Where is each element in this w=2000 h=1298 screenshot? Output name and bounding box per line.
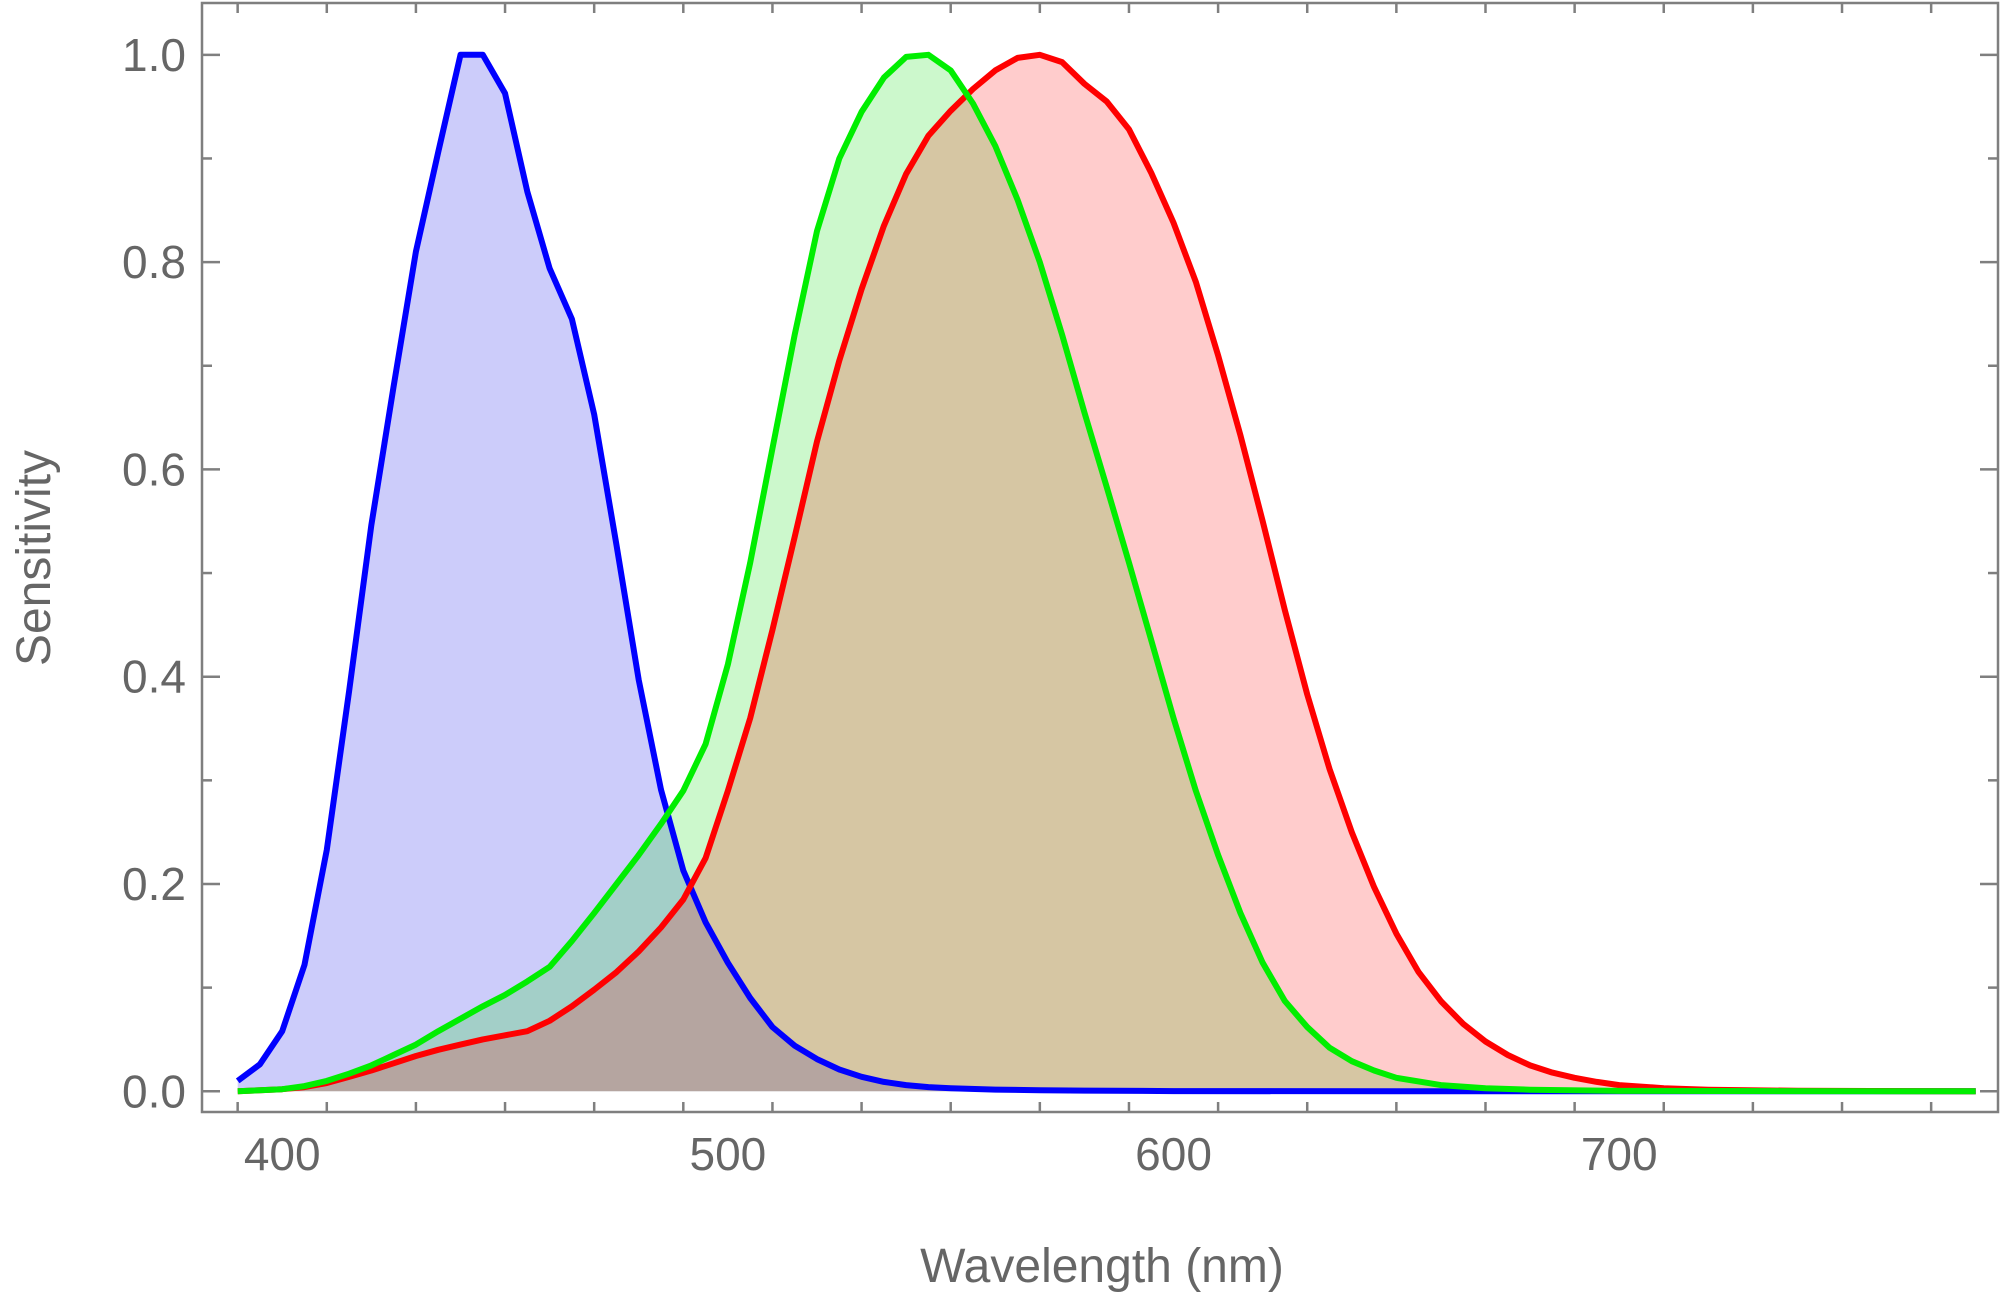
plot-frame bbox=[200, 1, 2000, 1114]
y-tick-label: 0.6 bbox=[122, 443, 186, 495]
series-lines bbox=[235, 51, 1976, 1095]
x-axis-ticks: 400 500 600 700 bbox=[236, 3, 1933, 1180]
x-tick-label: 500 bbox=[690, 1128, 767, 1180]
x-axis-label: Wavelength (nm) bbox=[920, 1240, 1284, 1293]
series-line-m-cone bbox=[237, 51, 1976, 1095]
y-axis-ticks: 0.0 0.2 0.4 0.6 0.8 1.0 bbox=[122, 29, 1998, 1117]
y-tick-label: 0.2 bbox=[122, 858, 186, 910]
x-tick-label: 400 bbox=[244, 1128, 321, 1180]
x-tick-label: 600 bbox=[1135, 1128, 1212, 1180]
series-fills bbox=[237, 54, 1976, 1092]
y-tick-label: 1.0 bbox=[122, 29, 186, 81]
y-tick-label: 0.0 bbox=[122, 1065, 186, 1117]
y-tick-label: 0.4 bbox=[122, 651, 186, 703]
series-fill-l-cone bbox=[237, 54, 1976, 1092]
series-line-s-cone bbox=[235, 51, 1976, 1095]
y-axis-label: Sensitivity bbox=[8, 450, 61, 666]
x-tick-label: 700 bbox=[1581, 1128, 1658, 1180]
y-tick-label: 0.8 bbox=[122, 236, 186, 288]
series-line-l-cone bbox=[237, 51, 1976, 1095]
